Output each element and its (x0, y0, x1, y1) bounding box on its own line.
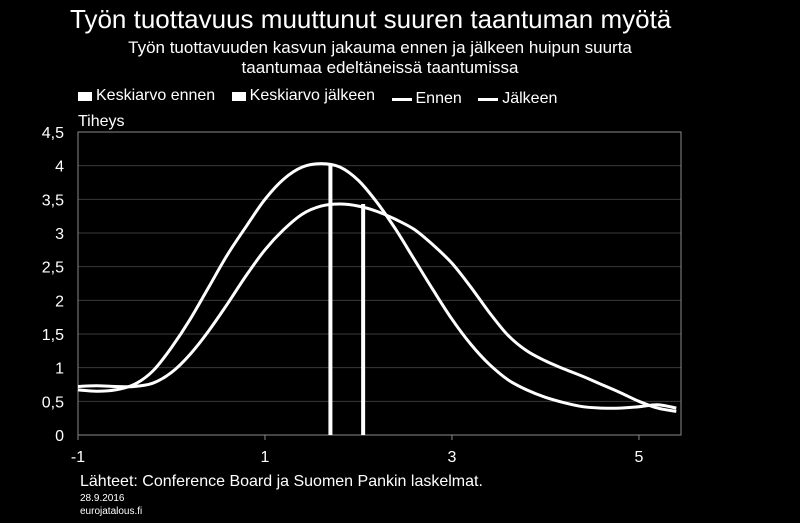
legend-label-ennen: Ennen (415, 90, 462, 107)
subtitle-line-1: Työn tuottavuuden kasvun jakauma ennen j… (128, 38, 632, 57)
y-tick-label-5: 2,5 (42, 260, 64, 277)
y-tick-label-0: 0 (55, 428, 64, 445)
legend-label-jalkeen: Jälkeen (502, 90, 558, 107)
series-line-ennen (77, 162, 677, 410)
x-tick-label-3: 5 (634, 449, 643, 466)
legend-swatch-jalkeen (478, 97, 499, 101)
source-note: Lähteet: Conference Board ja Suomen Pank… (80, 473, 483, 490)
chart-subtitle: Työn tuottavuuden kasvun jakauma ennen j… (70, 38, 690, 78)
y-tick-label-9: 4,5 (42, 125, 64, 142)
y-tick-label-4: 2 (55, 293, 64, 310)
legend-swatch-keskiarvo-ennen (78, 91, 92, 101)
chart-legend: Keskiarvo ennen Keskiarvo jälkeen Ennen … (78, 87, 569, 108)
chart-title: Työn tuottavuus muuttunut suuren taantum… (70, 4, 672, 34)
y-tick-label-7: 3,5 (42, 192, 64, 209)
legend-item-ennen: Ennen (391, 90, 462, 108)
legend-label-keskiarvo-jalkeen: Keskiarvo jälkeen (249, 87, 376, 104)
legend-item-keskiarvo-jalkeen: Keskiarvo jälkeen (231, 87, 376, 105)
series-line-jalkeen (77, 202, 677, 413)
legend-swatch-keskiarvo-jalkeen (231, 91, 246, 101)
y-tick-label-1: 0,5 (42, 394, 64, 411)
y-tick-label-2: 1 (55, 361, 64, 378)
legend-item-keskiarvo-ennen: Keskiarvo ennen (78, 87, 215, 105)
x-tick-label-2: 3 (448, 449, 457, 466)
plot-frame (77, 131, 682, 436)
y-tick-label-3: 1,5 (42, 327, 64, 344)
legend-item-jalkeen: Jälkeen (478, 90, 557, 108)
y-tick-label-8: 4 (55, 159, 64, 176)
x-tick-label-1: 1 (261, 449, 270, 466)
y-tick-label-6: 3 (55, 226, 64, 243)
legend-swatch-ennen (391, 97, 412, 101)
subtitle-line-2: taantumaa edeltäneissä taantumissa (241, 58, 519, 77)
y-axis-label: Tiheys (78, 113, 125, 130)
x-tick-label-0: -1 (71, 449, 85, 466)
site-note: eurojatalous.fi (80, 506, 143, 517)
legend-label-keskiarvo-ennen: Keskiarvo ennen (96, 87, 216, 104)
date-note: 28.9.2016 (80, 493, 125, 504)
